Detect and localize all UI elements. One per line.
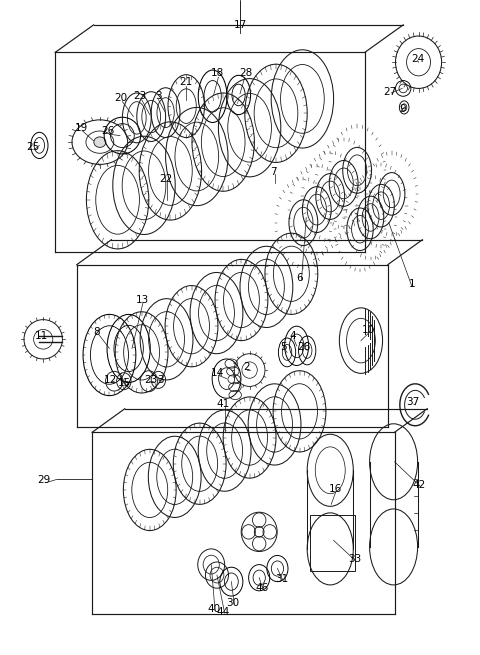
Text: 23: 23 (144, 375, 158, 385)
Text: 11: 11 (35, 331, 48, 341)
Text: 7: 7 (270, 166, 277, 177)
Text: 29: 29 (37, 475, 51, 485)
Text: 30: 30 (226, 597, 240, 608)
Text: 23: 23 (133, 91, 147, 102)
Text: 44: 44 (216, 607, 230, 617)
Text: 16: 16 (328, 484, 342, 495)
Text: 37: 37 (406, 397, 420, 407)
Text: 33: 33 (348, 553, 362, 564)
Text: 2: 2 (243, 362, 250, 373)
Text: 14: 14 (211, 367, 224, 378)
Text: 25: 25 (26, 141, 39, 152)
Text: 28: 28 (240, 68, 253, 79)
Text: 9: 9 (399, 104, 406, 115)
Text: 31: 31 (276, 574, 289, 584)
Text: 3: 3 (157, 375, 164, 385)
Text: 41: 41 (216, 399, 230, 409)
Text: 5: 5 (280, 342, 287, 352)
Text: 13: 13 (135, 295, 149, 305)
Text: 27: 27 (383, 86, 396, 97)
Text: 18: 18 (211, 68, 224, 79)
Text: 26: 26 (297, 342, 311, 352)
Text: 15: 15 (118, 377, 132, 388)
Text: 1: 1 (408, 278, 415, 289)
Text: 3: 3 (155, 91, 162, 102)
Text: 26: 26 (101, 126, 115, 136)
Text: 40: 40 (207, 604, 220, 614)
Text: 21: 21 (179, 77, 192, 87)
Text: 8: 8 (94, 327, 100, 337)
Text: 6: 6 (297, 273, 303, 284)
Ellipse shape (94, 137, 106, 147)
Text: 24: 24 (411, 54, 424, 64)
Text: 4: 4 (289, 331, 296, 341)
Text: 19: 19 (75, 123, 88, 134)
Text: 42: 42 (412, 479, 426, 490)
Text: 17: 17 (233, 20, 247, 30)
Text: 20: 20 (114, 92, 128, 103)
Bar (310, 515, 355, 571)
Text: 46: 46 (255, 582, 268, 593)
Text: 12: 12 (104, 375, 117, 385)
Text: 10: 10 (362, 325, 375, 335)
Text: 22: 22 (159, 174, 172, 185)
